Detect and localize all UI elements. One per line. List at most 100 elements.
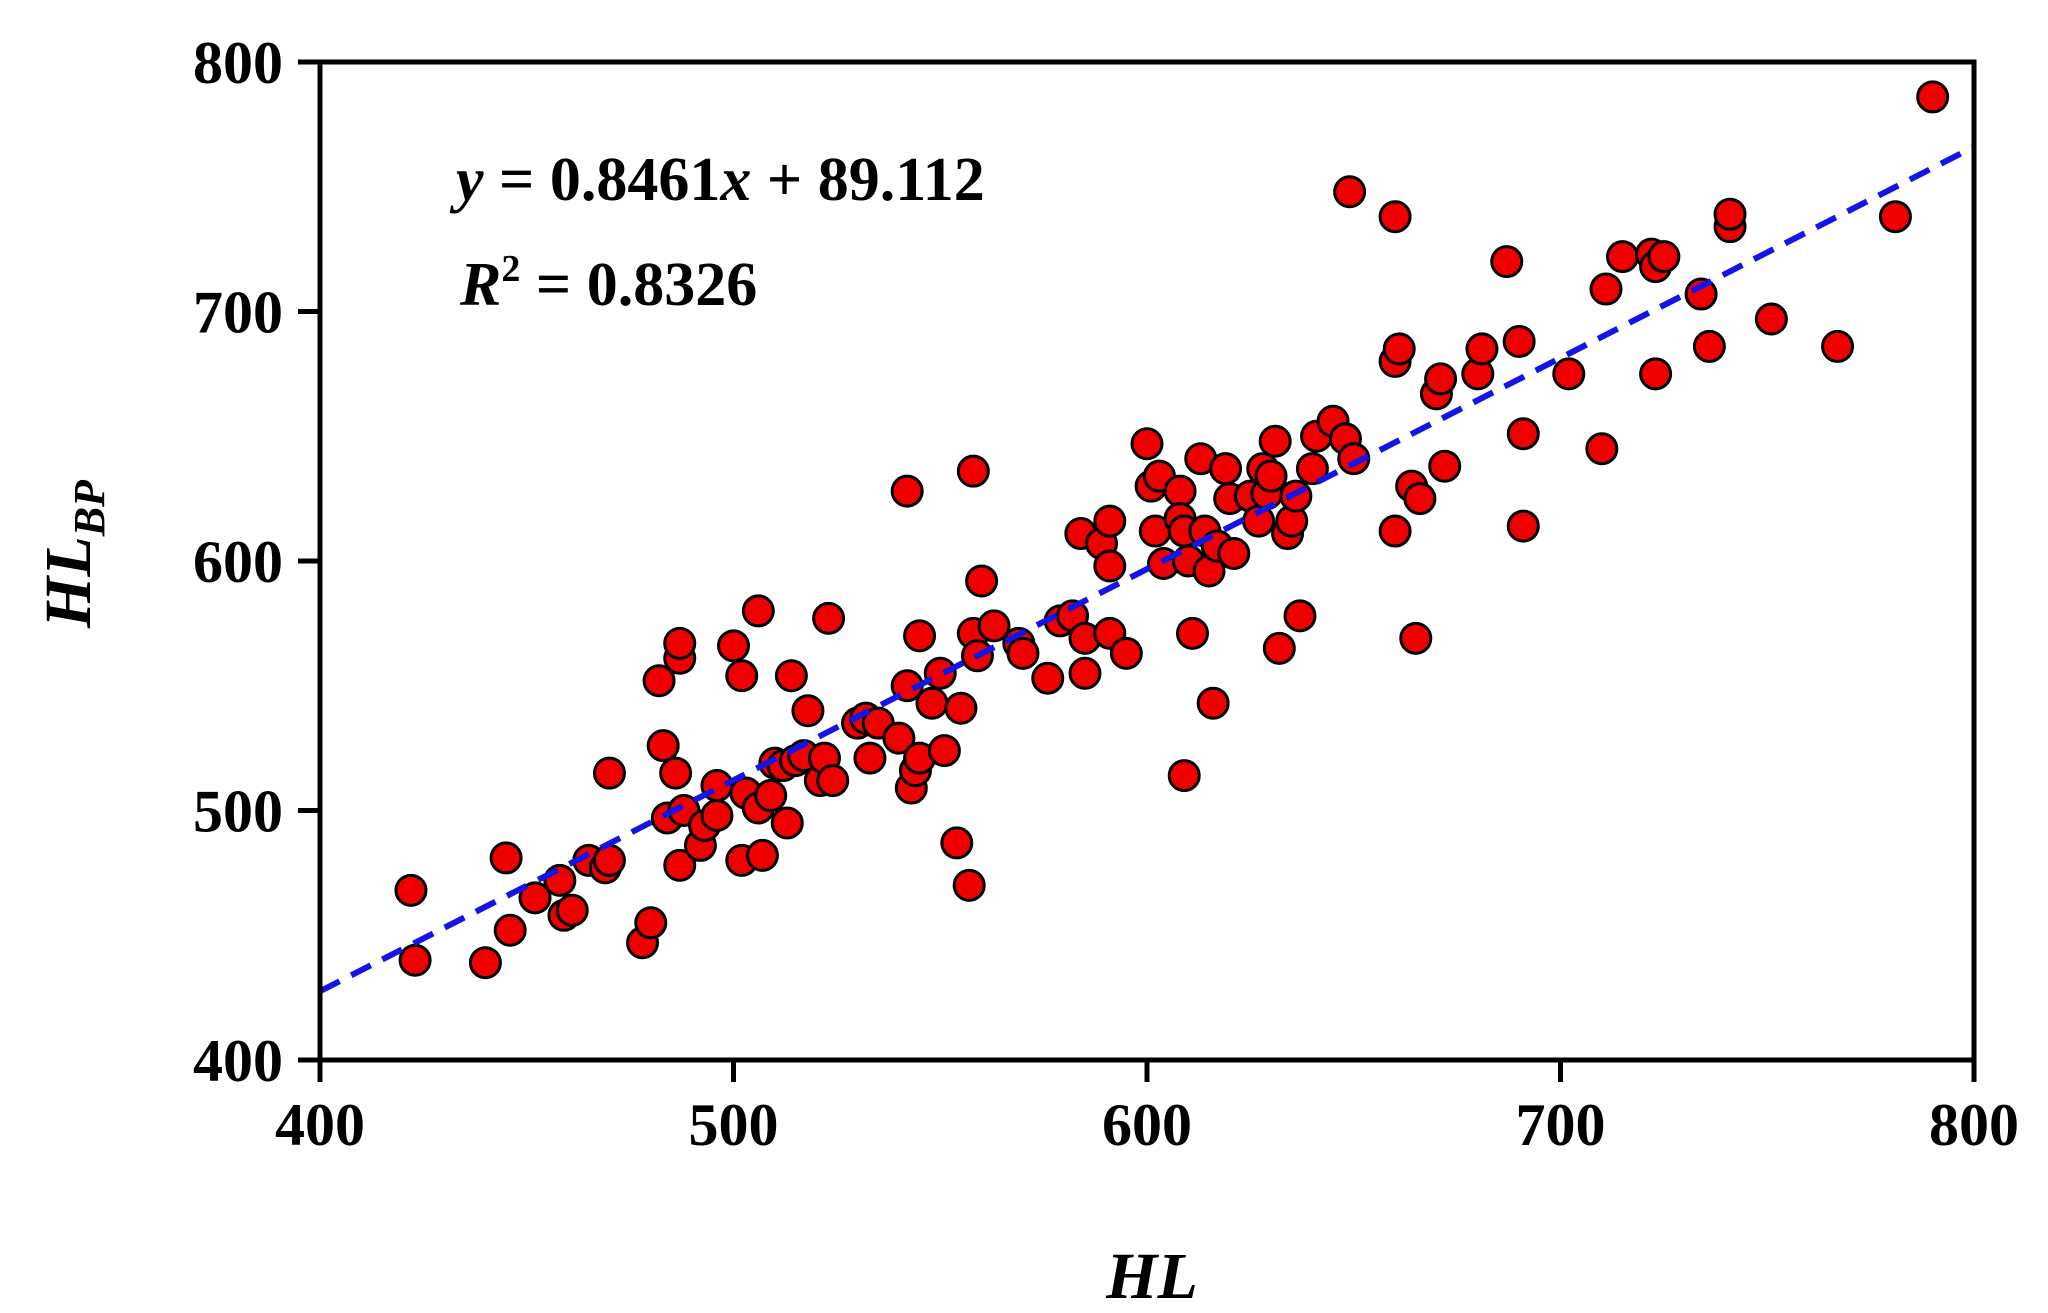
y-tick-label: 800	[193, 30, 283, 96]
x-tick-label: 500	[689, 1092, 779, 1158]
y-tick-label: 600	[193, 529, 283, 595]
data-point	[1403, 482, 1437, 516]
data-point	[663, 848, 697, 882]
data-point	[890, 474, 924, 508]
data-point	[1713, 197, 1747, 231]
data-point	[940, 826, 974, 860]
data-point	[1130, 427, 1164, 461]
y-tick-label: 500	[193, 779, 283, 845]
data-point	[642, 664, 676, 698]
data-point	[1378, 514, 1412, 548]
data-point	[1585, 432, 1619, 466]
data-point	[489, 841, 523, 875]
data-point	[915, 686, 949, 720]
data-point	[1093, 504, 1127, 538]
data-point	[1506, 417, 1540, 451]
data-point	[1295, 452, 1329, 486]
y-tick-label: 400	[193, 1028, 283, 1094]
data-point	[1552, 357, 1586, 391]
data-point	[952, 868, 986, 902]
data-point	[1258, 424, 1292, 458]
data-point	[791, 694, 825, 728]
y-axis-title: HLBP	[32, 479, 114, 629]
data-point	[853, 741, 887, 775]
y-tick-label: 700	[193, 280, 283, 346]
data-points	[394, 80, 1950, 980]
data-point	[774, 659, 808, 693]
data-point	[1399, 621, 1433, 655]
data-point	[816, 764, 850, 798]
data-point	[1209, 452, 1243, 486]
data-point	[543, 863, 577, 897]
data-point	[754, 779, 788, 813]
data-point	[634, 906, 668, 940]
data-point	[741, 594, 775, 628]
data-point	[1109, 636, 1143, 670]
data-point	[555, 893, 589, 927]
data-point	[717, 629, 750, 663]
data-point	[1006, 636, 1040, 670]
data-point	[1428, 449, 1462, 483]
r-squared-label: R2 = 0.8326	[459, 248, 757, 319]
x-axis-title: HL	[1105, 1240, 1198, 1313]
data-point	[394, 873, 428, 907]
data-point	[812, 601, 846, 635]
x-tick-label: 800	[1929, 1092, 2019, 1158]
data-point	[1465, 332, 1499, 366]
data-point	[1175, 616, 1209, 650]
data-point	[398, 943, 432, 977]
data-point	[1262, 631, 1296, 665]
data-point	[1283, 599, 1317, 633]
data-point	[882, 721, 916, 755]
data-point	[1196, 686, 1230, 720]
data-point	[659, 756, 693, 790]
data-point	[1333, 175, 1367, 209]
data-point	[956, 454, 990, 488]
data-point	[493, 913, 527, 947]
data-point	[1217, 537, 1251, 571]
data-point	[468, 946, 502, 980]
data-point	[1490, 245, 1524, 279]
data-point	[1424, 362, 1458, 396]
data-point	[903, 619, 937, 653]
data-point	[1821, 329, 1855, 363]
data-point	[1068, 656, 1102, 690]
data-point	[1163, 474, 1197, 508]
data-point	[1684, 277, 1718, 311]
regression-line	[318, 144, 1976, 994]
data-point	[1254, 459, 1288, 493]
data-point	[646, 729, 680, 763]
data-point	[700, 798, 734, 832]
data-point	[923, 656, 957, 690]
data-point	[1692, 329, 1726, 363]
data-point	[592, 843, 626, 877]
data-point	[1506, 509, 1540, 543]
data-point	[1878, 200, 1912, 234]
data-point	[927, 734, 961, 768]
data-point	[1754, 302, 1788, 336]
data-point	[1502, 324, 1536, 358]
data-point	[1167, 759, 1201, 793]
data-point	[663, 626, 697, 660]
x-tick-label: 400	[275, 1092, 365, 1158]
regression-equation: y = 0.8461x + 89.112	[449, 146, 985, 214]
data-point	[965, 564, 999, 598]
axis-ticks: 400 500 600 700 800 400 500 600 700 800	[193, 30, 2019, 1158]
data-point	[745, 838, 779, 872]
data-point	[1647, 240, 1681, 274]
data-point	[518, 881, 552, 915]
data-point	[725, 659, 759, 693]
x-tick-label: 700	[1516, 1092, 1606, 1158]
data-point	[1589, 272, 1623, 306]
data-point	[1606, 240, 1640, 274]
data-point	[1916, 80, 1950, 114]
data-point	[944, 691, 978, 725]
data-point	[1639, 357, 1673, 391]
data-point	[977, 609, 1011, 643]
data-point	[1382, 332, 1416, 366]
data-point	[592, 756, 626, 790]
x-tick-label: 600	[1102, 1092, 1192, 1158]
data-point	[770, 806, 804, 840]
data-point	[1093, 549, 1127, 583]
